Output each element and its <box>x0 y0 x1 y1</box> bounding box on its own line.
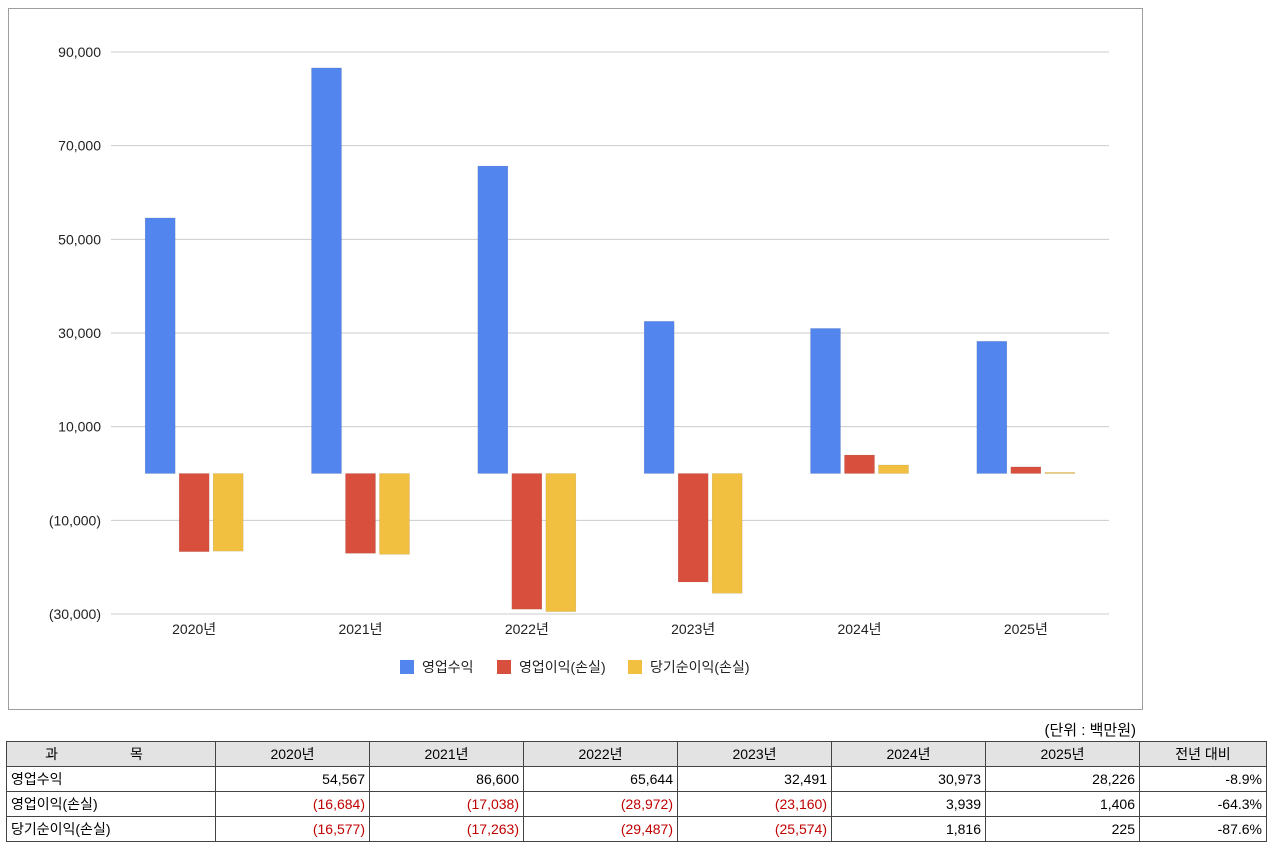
table-cell: 1,816 <box>831 816 986 842</box>
table-cell: (29,487) <box>523 816 678 842</box>
bar <box>545 473 577 612</box>
bar <box>212 473 244 552</box>
header-subject: 과 목 <box>6 741 216 767</box>
y-tick-label: 50,000 <box>58 231 101 247</box>
table-cell: -8.9% <box>1139 766 1267 792</box>
legend-label: 영업수익 <box>422 659 474 675</box>
y-tick-label: 70,000 <box>58 138 101 154</box>
table-cell: 225 <box>985 816 1140 842</box>
bar-chart: 90,000 70,000 50,000 30,000 10,000 (10,000) (3… <box>49 44 1109 675</box>
table-row: 당기순이익(손실) (16,577) (17,263) (29,487) (25… <box>6 816 1267 842</box>
table-cell: 28,226 <box>985 766 1140 792</box>
table-cell: 1,406 <box>985 791 1140 817</box>
header-2021: 2021년 <box>369 741 524 767</box>
y-tick-label: 10,000 <box>58 419 101 435</box>
table-cell: (17,038) <box>369 791 524 817</box>
table-cell: (17,263) <box>369 816 524 842</box>
bar <box>643 321 675 474</box>
x-tick-label: 2025년 <box>1004 621 1048 637</box>
legend-swatch <box>497 660 511 674</box>
bar <box>878 464 909 474</box>
bar <box>311 67 342 474</box>
y-tick-label: (30,000) <box>49 606 101 622</box>
bar <box>810 328 841 474</box>
chart-container: 90,000 70,000 50,000 30,000 10,000 (10,000) (3… <box>8 8 1143 710</box>
bar <box>144 217 176 474</box>
bar <box>511 473 543 610</box>
legend-swatch <box>628 660 642 674</box>
row-label: 영업수익 <box>6 766 216 792</box>
header-2024: 2024년 <box>831 741 986 767</box>
legend-label: 영업이익(손실) <box>519 659 606 675</box>
legend-label: 당기순이익(손실) <box>650 659 749 675</box>
table-cell: (23,160) <box>677 791 832 817</box>
x-tick-label: 2022년 <box>505 621 549 637</box>
bar <box>1044 472 1076 474</box>
y-tick-label: (10,000) <box>49 512 101 528</box>
row-label: 영업이익(손실) <box>6 791 216 817</box>
x-tick-label: 2021년 <box>338 621 382 637</box>
table-cell: 3,939 <box>831 791 986 817</box>
bar <box>345 473 376 554</box>
bar <box>976 341 1008 474</box>
bar <box>844 454 875 474</box>
bar <box>711 473 743 594</box>
table-cell: (16,577) <box>215 816 370 842</box>
table-row: 영업수익 54,567 86,600 65,644 32,491 30,973 … <box>6 766 1267 792</box>
bar <box>1010 466 1042 474</box>
header-yoy: 전년 대비 <box>1139 741 1267 767</box>
x-tick-label: 2024년 <box>837 621 881 637</box>
header-2025: 2025년 <box>985 741 1140 767</box>
bar <box>477 165 509 474</box>
table-cell: (25,574) <box>677 816 832 842</box>
row-label: 당기순이익(손실) <box>6 816 216 842</box>
data-table: 과 목 2020년 2021년 2022년 2023년 2024년 2025년 … <box>6 741 1267 842</box>
unit-label: (단위 : 백만원) <box>1044 722 1137 739</box>
table-cell: 54,567 <box>215 766 370 792</box>
table-cell: 30,973 <box>831 766 986 792</box>
table-cell: -64.3% <box>1139 791 1267 817</box>
y-tick-label: 90,000 <box>58 44 101 60</box>
table-row: 영업이익(손실) (16,684) (17,038) (28,972) (23,… <box>6 791 1267 817</box>
table-cell: 65,644 <box>523 766 678 792</box>
table-cell: 32,491 <box>677 766 832 792</box>
table-cell: 86,600 <box>369 766 524 792</box>
header-2023: 2023년 <box>677 741 832 767</box>
table-cell: -87.6% <box>1139 816 1267 842</box>
x-tick-label: 2020년 <box>172 621 216 637</box>
header-2020: 2020년 <box>215 741 370 767</box>
x-tick-label: 2023년 <box>671 621 715 637</box>
bar <box>677 473 709 583</box>
bar <box>178 473 210 552</box>
y-tick-label: 30,000 <box>58 325 101 341</box>
header-2022: 2022년 <box>523 741 678 767</box>
bar <box>379 473 410 555</box>
table-cell: (28,972) <box>523 791 678 817</box>
table-cell: (16,684) <box>215 791 370 817</box>
table-header-row: 과 목 2020년 2021년 2022년 2023년 2024년 2025년 … <box>6 741 1267 767</box>
legend-swatch <box>400 660 414 674</box>
